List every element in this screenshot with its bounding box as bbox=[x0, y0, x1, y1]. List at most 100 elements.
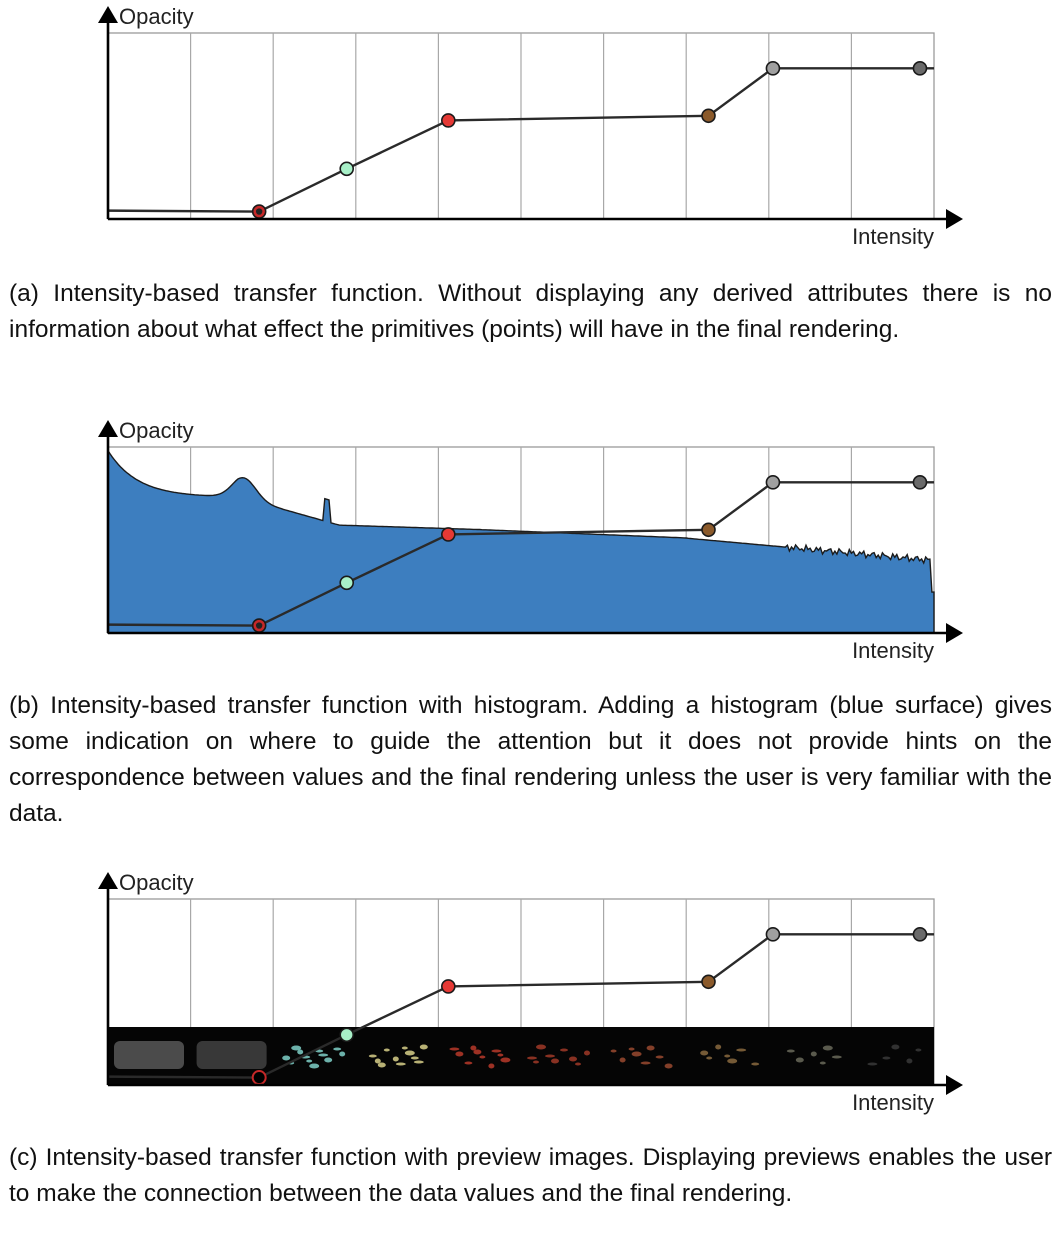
preview-speck bbox=[629, 1048, 635, 1051]
preview-speck bbox=[832, 1056, 842, 1059]
control-point-core bbox=[256, 208, 262, 214]
x-axis-label: Intensity bbox=[852, 638, 934, 663]
preview-speck bbox=[823, 1046, 833, 1051]
control-point bbox=[702, 109, 715, 122]
preview-speck bbox=[396, 1063, 406, 1066]
preview-speck bbox=[551, 1059, 559, 1064]
preview-speck bbox=[882, 1057, 890, 1060]
preview-speck bbox=[414, 1061, 424, 1064]
preview-speck bbox=[449, 1048, 459, 1051]
x-axis-label: Intensity bbox=[852, 224, 934, 249]
control-point bbox=[913, 62, 926, 75]
preview-speck bbox=[491, 1050, 501, 1053]
preview-speck bbox=[820, 1062, 826, 1065]
preview-speck bbox=[641, 1062, 651, 1065]
figure-panel-c: Opacity Intensity (c) Intensity-based tr… bbox=[0, 866, 1059, 1257]
control-point bbox=[913, 476, 926, 489]
control-point bbox=[442, 528, 455, 541]
y-axis-label: Opacity bbox=[119, 418, 194, 443]
preview-speck bbox=[560, 1049, 568, 1052]
preview-speck bbox=[700, 1051, 708, 1056]
control-point bbox=[766, 476, 779, 489]
preview-speck bbox=[318, 1054, 328, 1057]
x-axis-label: Intensity bbox=[852, 1090, 934, 1115]
preview-speck bbox=[533, 1061, 539, 1064]
preview-speck bbox=[706, 1057, 712, 1060]
preview-speck bbox=[575, 1063, 581, 1066]
preview-speck bbox=[309, 1064, 319, 1069]
y-axis-label: Opacity bbox=[119, 4, 194, 29]
transfer-function-plot-b: Opacity Intensity bbox=[0, 414, 1059, 664]
preview-image bbox=[114, 1041, 184, 1069]
preview-speck bbox=[369, 1055, 377, 1058]
x-axis-arrow bbox=[946, 623, 963, 643]
preview-speck bbox=[393, 1057, 399, 1062]
preview-speck bbox=[306, 1060, 312, 1063]
x-axis-arrow bbox=[946, 209, 963, 229]
control-points bbox=[253, 62, 927, 218]
axes bbox=[98, 6, 963, 229]
preview-speck bbox=[611, 1050, 617, 1053]
control-point bbox=[340, 162, 353, 175]
preview-speck bbox=[751, 1063, 759, 1066]
preview-speck bbox=[455, 1052, 463, 1057]
preview-speck bbox=[796, 1058, 804, 1063]
preview-speck bbox=[545, 1055, 555, 1058]
preview-speck bbox=[464, 1062, 472, 1065]
preview-speck bbox=[527, 1057, 537, 1060]
preview-speck bbox=[915, 1049, 921, 1052]
x-axis-arrow bbox=[946, 1075, 963, 1095]
y-axis-arrow bbox=[98, 6, 118, 23]
control-point bbox=[702, 523, 715, 536]
preview-speck bbox=[497, 1054, 503, 1057]
preview-speck bbox=[727, 1059, 737, 1064]
transfer-function-plot-c: Opacity Intensity bbox=[0, 866, 1059, 1116]
control-point bbox=[442, 980, 455, 993]
figure-panel-b: Opacity Intensity (b) Intensity-based tr… bbox=[0, 414, 1059, 844]
control-point bbox=[340, 1028, 353, 1041]
preview-speck bbox=[867, 1063, 877, 1066]
preview-speck bbox=[333, 1048, 341, 1051]
control-point bbox=[766, 62, 779, 75]
preview-speck bbox=[620, 1058, 626, 1063]
preview-speck bbox=[536, 1045, 546, 1050]
preview-speck bbox=[584, 1051, 590, 1056]
control-point bbox=[766, 928, 779, 941]
preview-speck bbox=[656, 1056, 664, 1059]
control-point bbox=[253, 1071, 266, 1084]
y-axis-arrow bbox=[98, 420, 118, 437]
preview-speck bbox=[324, 1058, 332, 1063]
preview-speck bbox=[665, 1064, 673, 1069]
preview-speck bbox=[891, 1045, 899, 1050]
preview-speck bbox=[724, 1055, 730, 1058]
control-point-core bbox=[256, 622, 262, 628]
preview-speck bbox=[715, 1045, 721, 1050]
y-axis-label: Opacity bbox=[119, 870, 194, 895]
preview-speck bbox=[411, 1057, 419, 1060]
preview-speck bbox=[339, 1052, 345, 1057]
preview-speck bbox=[282, 1056, 290, 1061]
preview-blob bbox=[197, 1041, 267, 1069]
preview-speck bbox=[500, 1058, 510, 1063]
preview-speck bbox=[384, 1049, 390, 1052]
preview-speck bbox=[470, 1046, 476, 1051]
preview-speck bbox=[569, 1057, 577, 1062]
preview-speck bbox=[787, 1050, 795, 1053]
preview-blob bbox=[114, 1041, 184, 1069]
preview-speck bbox=[632, 1052, 642, 1057]
preview-speck bbox=[375, 1059, 381, 1064]
grid-lines bbox=[108, 33, 934, 219]
preview-speck bbox=[405, 1051, 415, 1056]
preview-speck bbox=[402, 1047, 408, 1050]
preview-speck bbox=[488, 1064, 494, 1069]
preview-image bbox=[197, 1041, 267, 1069]
caption-c: (c) Intensity-based transfer function wi… bbox=[9, 1140, 1052, 1212]
figure-panel-a: Opacity Intensity (a) Intensity-based tr… bbox=[0, 0, 1059, 390]
control-point bbox=[442, 114, 455, 127]
preview-speck bbox=[291, 1046, 301, 1051]
control-point bbox=[702, 975, 715, 988]
preview-speck bbox=[736, 1049, 746, 1052]
caption-b: (b) Intensity-based transfer function wi… bbox=[9, 688, 1052, 832]
preview-speck bbox=[811, 1052, 817, 1057]
caption-a: (a) Intensity-based transfer function. W… bbox=[9, 276, 1052, 348]
